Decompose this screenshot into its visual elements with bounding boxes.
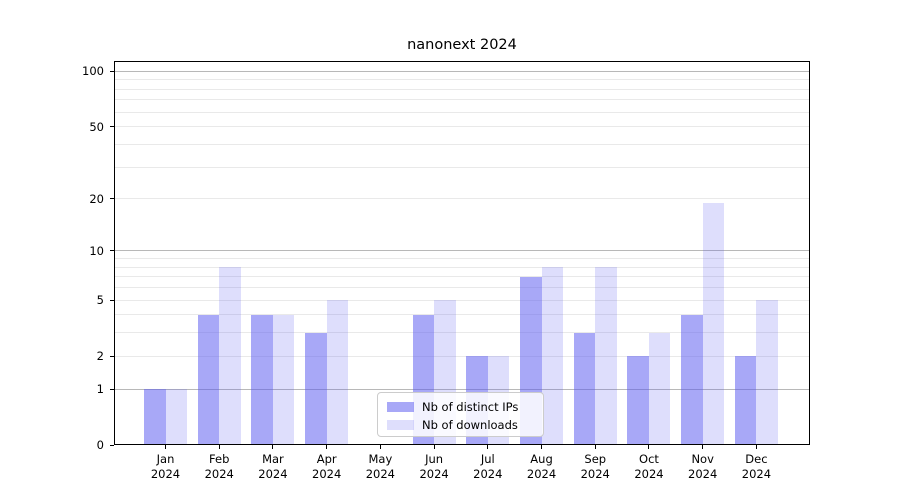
legend-swatch-distinct-ips-icon: [387, 402, 414, 412]
x-tick-label: Jun 2024: [419, 452, 449, 481]
legend-label-distinct-ips: Nb of distinct IPs: [422, 400, 519, 414]
x-axis-tick: [433, 445, 435, 449]
y-tick-label: 10: [89, 243, 104, 258]
x-tick-label: Aug 2024: [526, 452, 557, 481]
major-gridline: [114, 388, 810, 390]
major-gridline: [114, 70, 810, 72]
minor-gridline: [114, 198, 810, 200]
minor-gridline: [114, 299, 810, 301]
chart-title: nanonext 2024: [407, 37, 517, 53]
y-axis-tick: [110, 198, 114, 200]
legend-entry-downloads: Nb of downloads: [387, 417, 543, 433]
x-tick-label: Dec 2024: [741, 452, 772, 481]
bar-downloads: [702, 202, 725, 446]
x-tick-label: Oct 2024: [634, 452, 664, 481]
legend-swatch-downloads-icon: [387, 420, 414, 430]
minor-gridline: [114, 126, 810, 128]
legend-entry-distinct-ips: Nb of distinct IPs: [387, 399, 543, 415]
minor-gridline: [114, 79, 810, 81]
x-tick-label: Jul 2024: [473, 452, 503, 481]
x-tick-label: Jan 2024: [150, 452, 181, 481]
x-tick-label: May 2024: [365, 452, 396, 481]
x-axis-tick: [755, 445, 757, 449]
bar-distinct-ips: [627, 356, 649, 446]
bar-downloads: [541, 267, 564, 446]
legend-label-downloads: Nb of downloads: [422, 418, 518, 432]
bar-distinct-ips: [305, 332, 327, 446]
minor-gridline: [114, 111, 810, 113]
y-tick-label: 1: [96, 382, 104, 397]
bar-downloads: [326, 300, 349, 446]
x-tick-label: Sep 2024: [580, 452, 610, 481]
x-tick-label: Apr 2024: [312, 452, 342, 481]
legend: Nb of distinct IPs Nb of downloads: [377, 392, 544, 437]
minor-gridline: [114, 266, 810, 268]
x-axis-tick: [379, 445, 381, 449]
bar-distinct-ips: [251, 314, 273, 446]
x-axis-tick: [165, 445, 166, 449]
x-axis-tick: [218, 445, 220, 449]
x-axis-tick: [648, 445, 650, 449]
y-axis-tick: [110, 126, 114, 128]
x-axis-tick: [326, 445, 328, 449]
minor-gridline: [114, 355, 810, 357]
bar-downloads: [272, 314, 295, 446]
bar-downloads: [595, 267, 617, 446]
bar-distinct-ips: [681, 314, 703, 446]
bar-downloads: [219, 267, 241, 446]
y-axis-tick: [110, 299, 114, 301]
bar-distinct-ips: [734, 356, 757, 446]
minor-gridline: [114, 166, 810, 168]
bar-distinct-ips: [197, 314, 220, 446]
x-axis-tick: [541, 445, 543, 449]
y-tick-label: 5: [96, 293, 104, 308]
minor-gridline: [114, 332, 810, 334]
major-gridline: [114, 250, 810, 252]
minor-gridline: [114, 143, 810, 145]
x-axis-tick: [594, 445, 596, 449]
y-tick-label: 50: [89, 119, 104, 134]
x-tick-label: Nov 2024: [688, 452, 718, 481]
y-tick-label: 100: [82, 64, 104, 79]
y-tick-label: 2: [96, 349, 104, 364]
x-axis-tick: [272, 445, 274, 449]
y-axis-tick: [110, 444, 114, 446]
minor-gridline: [114, 88, 810, 90]
y-axis-tick: [110, 250, 114, 252]
x-axis-tick: [702, 445, 704, 449]
minor-gridline: [114, 314, 810, 316]
bar-downloads: [648, 332, 671, 446]
minor-gridline: [114, 276, 810, 278]
y-axis-tick: [110, 388, 114, 390]
minor-gridline: [114, 258, 810, 260]
y-axis-tick: [110, 70, 114, 72]
x-axis-tick: [487, 445, 489, 449]
minor-gridline: [114, 99, 810, 101]
y-tick-label: 20: [89, 191, 104, 206]
bar-distinct-ips: [573, 332, 596, 446]
y-tick-label: 0: [96, 438, 104, 453]
bar-distinct-ips: [144, 389, 166, 446]
minor-gridline: [114, 287, 810, 289]
bar-downloads: [165, 389, 187, 446]
y-axis-tick: [110, 355, 114, 357]
x-tick-label: Feb 2024: [204, 452, 234, 481]
bar-downloads: [756, 300, 778, 446]
x-tick-label: Mar 2024: [258, 452, 288, 481]
